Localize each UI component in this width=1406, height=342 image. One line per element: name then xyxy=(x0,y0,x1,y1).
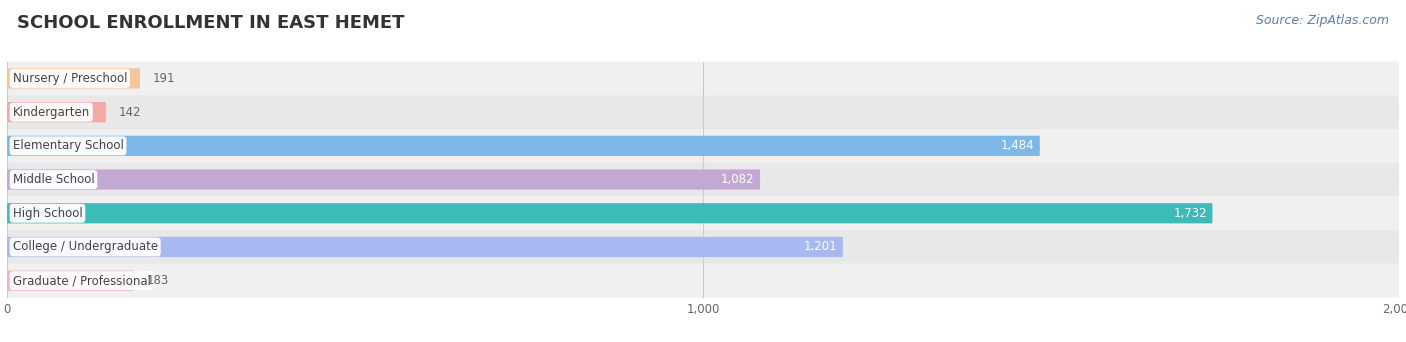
Text: 1,201: 1,201 xyxy=(804,240,838,253)
FancyBboxPatch shape xyxy=(7,169,761,190)
FancyBboxPatch shape xyxy=(7,271,135,291)
FancyBboxPatch shape xyxy=(7,62,1399,95)
Text: Kindergarten: Kindergarten xyxy=(13,106,90,119)
FancyBboxPatch shape xyxy=(7,203,1212,223)
Text: SCHOOL ENROLLMENT IN EAST HEMET: SCHOOL ENROLLMENT IN EAST HEMET xyxy=(17,14,405,32)
Text: High School: High School xyxy=(13,207,83,220)
FancyBboxPatch shape xyxy=(7,95,1399,129)
Text: 183: 183 xyxy=(146,274,169,287)
FancyBboxPatch shape xyxy=(7,237,842,257)
Text: Elementary School: Elementary School xyxy=(13,139,124,152)
Text: Graduate / Professional: Graduate / Professional xyxy=(13,274,150,287)
FancyBboxPatch shape xyxy=(7,136,1040,156)
Text: 1,484: 1,484 xyxy=(1001,139,1035,152)
Text: 1,082: 1,082 xyxy=(721,173,755,186)
Text: College / Undergraduate: College / Undergraduate xyxy=(13,240,157,253)
Text: 1,732: 1,732 xyxy=(1173,207,1206,220)
FancyBboxPatch shape xyxy=(7,230,1399,264)
Text: 191: 191 xyxy=(152,72,174,85)
Text: Nursery / Preschool: Nursery / Preschool xyxy=(13,72,127,85)
FancyBboxPatch shape xyxy=(7,264,1399,298)
FancyBboxPatch shape xyxy=(7,102,105,122)
FancyBboxPatch shape xyxy=(7,129,1399,163)
Text: Source: ZipAtlas.com: Source: ZipAtlas.com xyxy=(1256,14,1389,27)
FancyBboxPatch shape xyxy=(7,68,141,89)
Text: Middle School: Middle School xyxy=(13,173,94,186)
Text: 142: 142 xyxy=(118,106,141,119)
FancyBboxPatch shape xyxy=(7,163,1399,196)
FancyBboxPatch shape xyxy=(7,196,1399,230)
